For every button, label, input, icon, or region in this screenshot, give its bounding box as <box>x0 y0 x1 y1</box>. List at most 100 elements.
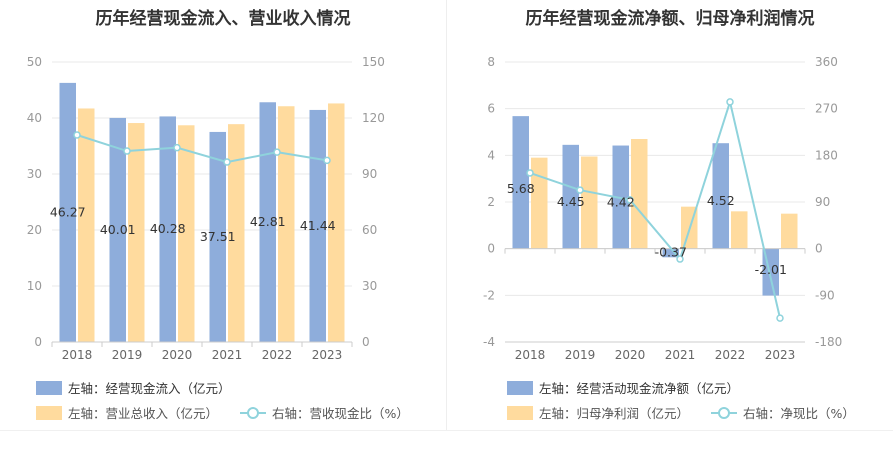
legend-swatch-net-profit <box>507 405 533 420</box>
bar-secondary <box>78 108 95 342</box>
line-point <box>173 143 181 152</box>
panel-divider <box>446 0 447 430</box>
bar-secondary <box>731 211 748 249</box>
legend-line-icon <box>711 406 738 420</box>
y-right-tick-label: 90 <box>362 167 377 181</box>
bar-data-label: 4.45 <box>557 194 585 209</box>
x-tick-label: 2018 <box>62 348 93 362</box>
bar-primary <box>512 116 529 249</box>
bar-primary <box>259 102 276 342</box>
bar-secondary <box>128 123 145 342</box>
bar-data-label: 42.81 <box>250 214 286 229</box>
x-tick-label: 2021 <box>665 348 696 362</box>
y-right-tick-label: 270 <box>815 102 838 116</box>
y-right-tick-label: 360 <box>815 55 838 69</box>
bar-data-label: 4.42 <box>607 194 635 209</box>
bar-primary <box>159 116 176 342</box>
chart-panel-net-cash: 历年经营现金流净额、归母净利润情况 -4 -2 0 2 4 6 8 -180 -90 0 90 180… <box>447 0 893 458</box>
legend-swatch-inflow <box>36 380 62 395</box>
y-right-tick-label: 60 <box>362 223 377 237</box>
bar-secondary <box>228 124 245 342</box>
y-left-tick-label: 50 <box>27 55 42 69</box>
bar-primary <box>562 144 579 249</box>
y-left-tick-label: -2 <box>483 288 495 302</box>
bar-data-label: 4.52 <box>707 193 735 208</box>
series-line <box>76 134 328 164</box>
line-point <box>123 147 131 155</box>
legend-label-net-cash: 左轴：经营活动现金流净额（亿元） <box>539 381 740 396</box>
bar-secondary <box>178 125 195 342</box>
legend-label-net-cash-ratio: 右轴：净现比（%） <box>743 406 855 421</box>
bar-primary <box>309 109 326 342</box>
x-tick-label: 2020 <box>162 348 193 362</box>
bar-data-label: 37.51 <box>200 229 236 244</box>
line-point <box>273 148 281 156</box>
y-right-tick-label: 90 <box>815 195 830 209</box>
bar-secondary <box>631 139 648 249</box>
x-tick-label: 2019 <box>112 348 143 362</box>
y-left-tick-label: 8 <box>487 55 495 69</box>
bar-primary <box>712 143 729 249</box>
legend-swatch-net-cash <box>507 380 533 395</box>
bar-data-label: 5.68 <box>507 181 535 196</box>
x-tick-label: 2023 <box>765 348 796 362</box>
y-right-tick-label: 120 <box>362 111 385 125</box>
legend-row-1[interactable]: 左轴：经营现金流入（亿元） <box>36 378 231 397</box>
bar-secondary <box>581 156 598 249</box>
legend-row-2[interactable]: 左轴：营业总收入（亿元） 右轴：营收现金比（%） <box>36 403 409 422</box>
y-right-tick-label: 0 <box>815 242 823 256</box>
bar-secondary <box>781 213 798 249</box>
y-left-tick-label: 20 <box>27 223 42 237</box>
series-line <box>529 98 781 319</box>
x-tick-label: 2021 <box>212 348 243 362</box>
bar-data-label: 40.01 <box>100 222 136 237</box>
line-point <box>223 158 231 166</box>
bar-secondary <box>278 106 295 343</box>
legend-label-inflow: 左轴：经营现金流入（亿元） <box>68 381 231 396</box>
y-left-tick-label: 40 <box>27 111 42 125</box>
y-right-tick-label: 150 <box>362 55 385 69</box>
y-right-tick-label: 180 <box>815 148 838 162</box>
line-point <box>776 314 784 322</box>
chart-title: 历年经营现金流净额、归母净利润情况 <box>525 9 815 29</box>
legend-swatch-revenue <box>36 405 62 420</box>
bar-primary <box>209 131 226 342</box>
bar-primary <box>59 82 76 342</box>
y-right-tick-label: -180 <box>815 335 842 349</box>
bar-secondary <box>531 157 548 249</box>
y-right-tick-label: 0 <box>362 335 370 349</box>
x-tick-label: 2022 <box>262 348 293 362</box>
y-right-tick-label: 30 <box>362 279 377 293</box>
bar-data-label: -0.37 <box>655 245 687 260</box>
y-left-tick-label: -4 <box>483 335 495 349</box>
chart-title: 历年经营现金流入、营业收入情况 <box>95 9 351 29</box>
chart-plot-area: -4 -2 0 2 4 6 8 -180 -90 0 90 180 270 360 2018 2019 2020… <box>483 55 842 362</box>
chart-plot-area: 0 10 20 30 40 50 0 30 60 90 120 150 2018 2019 2020 2021… <box>27 55 385 362</box>
page-bottom-rule <box>0 430 893 431</box>
x-tick-label: 2023 <box>312 348 343 362</box>
y-left-tick-label: 2 <box>487 195 495 209</box>
chart-panel-cash-inflow: 历年经营现金流入、营业收入情况 0 10 20 30 40 50 0 30 60 90 120 150… <box>0 0 446 458</box>
x-tick-label: 2018 <box>515 348 546 362</box>
legend-label-revenue: 左轴：营业总收入（亿元） <box>68 406 219 421</box>
bar-data-label: -2.01 <box>755 262 787 277</box>
legend-row-2[interactable]: 左轴：归母净利润（亿元） 右轴：净现比（%） <box>507 403 855 422</box>
line-point <box>726 98 734 106</box>
bar-primary <box>109 117 126 342</box>
y-left-tick-label: 0 <box>34 335 42 349</box>
bar-secondary <box>328 103 345 342</box>
y-left-tick-label: 6 <box>487 102 495 116</box>
line-point <box>323 156 331 165</box>
line-point <box>626 196 634 204</box>
bar-primary <box>662 248 679 258</box>
x-tick-label: 2020 <box>615 348 646 362</box>
line-point <box>526 169 534 177</box>
x-tick-label: 2019 <box>565 348 596 362</box>
legend-label-net-profit: 左轴：归母净利润（亿元） <box>539 406 690 421</box>
y-left-tick-label: 10 <box>27 279 42 293</box>
line-point <box>73 131 81 139</box>
bar-data-label: 40.28 <box>150 221 186 236</box>
x-tick-label: 2022 <box>715 348 746 362</box>
legend-row-1[interactable]: 左轴：经营活动现金流净额（亿元） <box>507 378 739 397</box>
bar-data-label: 46.27 <box>50 204 86 219</box>
